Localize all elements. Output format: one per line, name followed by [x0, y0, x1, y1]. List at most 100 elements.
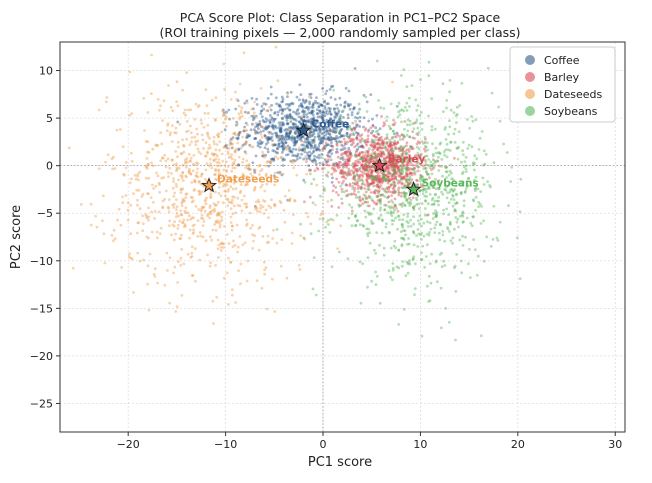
data-point — [350, 209, 354, 213]
data-point — [417, 131, 421, 134]
data-point — [370, 171, 373, 175]
data-point — [412, 127, 416, 130]
data-point — [380, 218, 384, 222]
data-point — [305, 120, 308, 124]
data-point — [397, 147, 400, 150]
data-point — [387, 195, 390, 199]
data-point — [329, 121, 332, 124]
data-point — [385, 196, 389, 200]
data-point — [389, 183, 393, 187]
data-point — [375, 202, 379, 205]
data-point — [270, 116, 274, 119]
data-point — [362, 154, 365, 158]
data-point — [400, 133, 404, 137]
data-point — [415, 145, 419, 149]
data-point — [362, 93, 366, 97]
data-point — [382, 175, 386, 179]
data-point — [178, 219, 182, 223]
data-point — [358, 174, 362, 177]
data-point — [347, 216, 351, 220]
data-point — [156, 281, 160, 285]
data-point — [370, 169, 374, 173]
data-point — [374, 130, 378, 134]
data-point — [402, 175, 406, 179]
data-point — [136, 203, 139, 207]
data-point — [166, 122, 170, 125]
data-point — [357, 111, 360, 114]
data-point — [175, 208, 178, 212]
data-point — [292, 122, 296, 126]
data-point — [456, 157, 460, 161]
data-point — [490, 91, 494, 95]
data-point — [440, 265, 444, 268]
data-point — [393, 121, 397, 125]
data-point — [143, 129, 146, 132]
data-point — [190, 200, 194, 204]
data-point — [354, 131, 358, 135]
data-point — [172, 206, 176, 209]
data-point — [333, 164, 337, 168]
data-point — [371, 145, 375, 149]
data-point — [382, 176, 385, 180]
data-point — [293, 198, 296, 202]
data-point — [387, 172, 391, 175]
data-point — [340, 168, 343, 172]
data-point — [288, 146, 292, 150]
data-point — [238, 82, 242, 86]
data-point — [213, 223, 217, 226]
data-point — [222, 276, 226, 280]
data-point — [130, 257, 134, 261]
data-point — [421, 244, 425, 248]
data-point — [365, 168, 369, 172]
data-point — [349, 133, 353, 136]
data-point — [369, 182, 372, 186]
data-point — [347, 147, 351, 150]
data-point — [270, 198, 273, 202]
data-point — [277, 142, 281, 146]
data-point — [419, 179, 422, 183]
data-point — [244, 141, 248, 145]
data-point — [377, 191, 380, 195]
data-point — [212, 154, 215, 157]
data-point — [323, 144, 326, 148]
data-point — [339, 114, 343, 117]
data-point — [208, 264, 212, 268]
data-point — [94, 214, 97, 218]
data-point — [319, 103, 323, 107]
data-point — [105, 96, 109, 99]
data-point — [348, 151, 352, 155]
data-point — [451, 204, 455, 208]
data-point — [350, 137, 354, 141]
y-axis-label: PC2 score — [9, 205, 24, 269]
data-point — [403, 167, 407, 170]
data-point — [216, 221, 220, 225]
y-tick-label: −15 — [30, 302, 53, 315]
data-point — [218, 140, 222, 144]
data-point — [360, 173, 363, 177]
data-point — [283, 194, 287, 198]
data-point — [465, 118, 469, 121]
data-point — [397, 101, 401, 105]
data-point — [263, 155, 266, 159]
data-point — [276, 135, 280, 138]
data-point — [417, 207, 421, 211]
data-point — [518, 277, 522, 280]
data-point — [172, 180, 176, 184]
data-point — [329, 117, 332, 121]
data-point — [353, 182, 357, 186]
data-point — [345, 183, 349, 187]
data-point — [197, 192, 201, 196]
data-point — [434, 260, 438, 264]
data-point — [326, 160, 329, 164]
data-point — [393, 172, 396, 176]
data-point — [367, 128, 371, 132]
data-point — [306, 215, 310, 219]
data-point — [277, 139, 281, 143]
data-point — [308, 131, 312, 135]
data-point — [355, 136, 359, 140]
data-point — [290, 116, 293, 120]
data-point — [240, 106, 244, 110]
data-point — [305, 105, 309, 109]
data-point — [268, 120, 272, 124]
data-point — [403, 195, 406, 199]
